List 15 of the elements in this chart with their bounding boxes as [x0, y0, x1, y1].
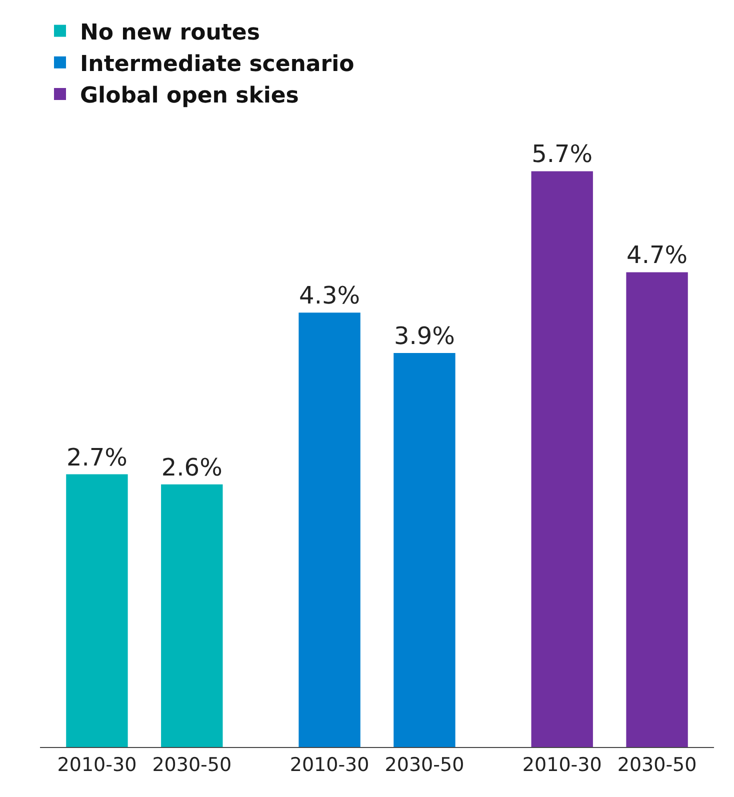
- legend-label: Global open skies: [80, 84, 299, 109]
- data-label: 5.7%: [532, 140, 593, 168]
- legend-label: No new routes: [80, 20, 260, 46]
- data-label: 4.7%: [626, 241, 688, 270]
- x-tick-label: 2030-50: [384, 754, 464, 776]
- data-label: 2.7%: [66, 443, 128, 472]
- x-tick-label: 2030-50: [152, 754, 232, 776]
- data-label: 2.6%: [161, 453, 222, 482]
- x-tick-label: 2010-30: [57, 754, 137, 776]
- x-tick-label: 2030-50: [617, 754, 697, 776]
- data-label: 4.3%: [299, 282, 360, 310]
- x-tick-label: 2010-30: [290, 754, 370, 776]
- legend-label: Intermediate scenario: [80, 52, 354, 77]
- data-label: 3.9%: [394, 322, 455, 350]
- x-tick-label: 2010-30: [522, 754, 602, 776]
